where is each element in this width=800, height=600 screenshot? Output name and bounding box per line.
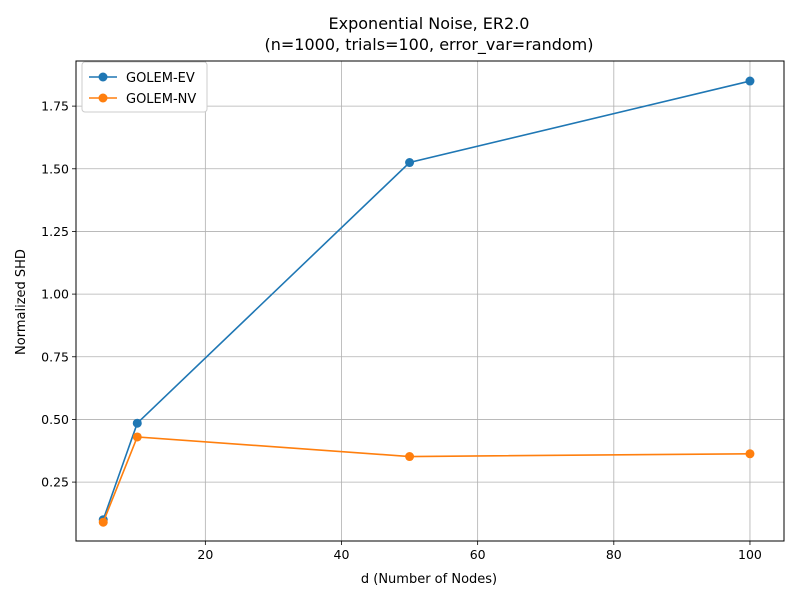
x-axis-label: d (Number of Nodes) <box>361 572 497 587</box>
series-line-1 <box>102 436 750 523</box>
series-line-0 <box>102 80 751 520</box>
grid-lines <box>76 61 784 541</box>
x-tick-label: 100 <box>738 547 762 562</box>
x-tick-label: 40 <box>334 547 350 562</box>
y-tick-label: 1.50 <box>41 161 69 176</box>
x-tick-label: 20 <box>197 547 213 562</box>
y-tick-label: 1.75 <box>41 99 69 114</box>
axis-ticks: 20 40 60 80 100 0.25 0.50 0.75 1.00 1.25 1.50 1.75 <box>41 99 762 562</box>
plot-area-frame <box>75 60 785 542</box>
legend-label-golem-ev: GOLEM-EV <box>126 71 195 86</box>
y-tick-label: 0.75 <box>41 349 69 364</box>
data-point-0-2 <box>405 158 415 168</box>
y-tick-label: 1.25 <box>41 224 69 239</box>
chart-title: Exponential Noise, ER2.0 <box>329 14 530 33</box>
x-tick-label: 60 <box>470 547 486 562</box>
data-point-1-0 <box>98 517 108 527</box>
y-tick-label: 0.50 <box>41 412 69 427</box>
data-point-0-1 <box>132 418 142 428</box>
legend-marker-golem-nv <box>98 93 108 103</box>
series-group <box>98 76 755 527</box>
data-point-1-3 <box>745 449 755 459</box>
y-tick-label: 1.00 <box>41 287 69 302</box>
data-point-1-1 <box>132 432 142 442</box>
data-point-1-2 <box>405 452 415 462</box>
legend-marker-golem-ev <box>98 72 108 82</box>
y-tick-label: 0.25 <box>41 475 69 490</box>
legend-label-golem-nv: GOLEM-NV <box>126 92 196 107</box>
legend: GOLEM-EV GOLEM-NV <box>81 61 208 113</box>
y-axis-label: Normalized SHD <box>14 249 29 355</box>
x-tick-label: 80 <box>606 547 622 562</box>
chart-subtitle: (n=1000, trials=100, error_var=random) <box>265 35 594 55</box>
legend-frame <box>81 61 208 113</box>
data-point-0-3 <box>745 76 755 86</box>
